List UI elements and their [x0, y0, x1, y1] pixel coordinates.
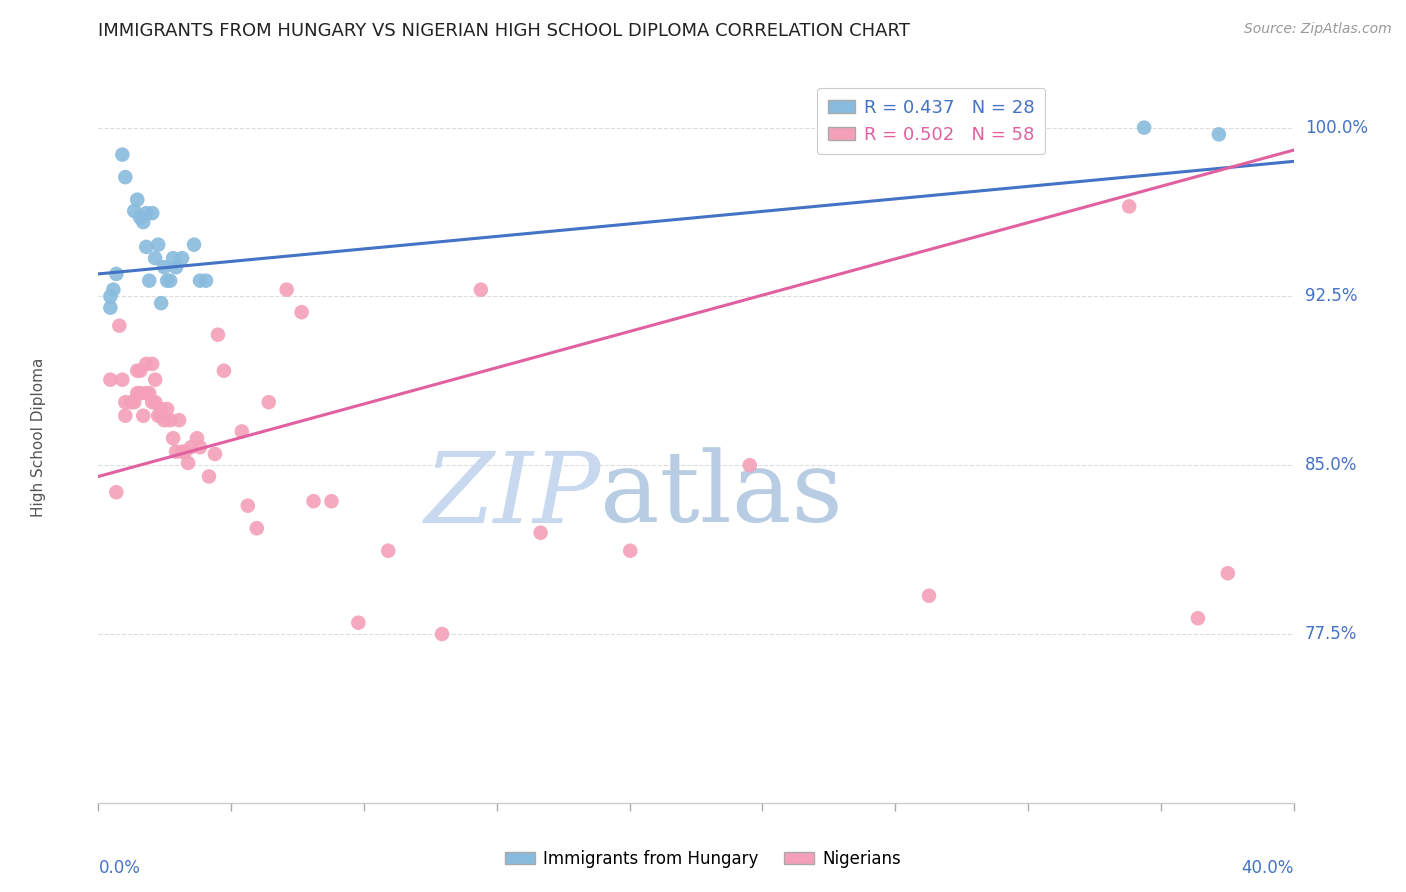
- Point: [207, 327, 229, 342]
- Point: [135, 240, 157, 254]
- Point: [124, 203, 146, 218]
- Point: [156, 274, 179, 288]
- Point: [290, 305, 312, 319]
- Point: [198, 469, 221, 483]
- Text: 77.5%: 77.5%: [1305, 625, 1357, 643]
- Point: [165, 444, 187, 458]
- Point: [156, 401, 179, 416]
- Text: Source: ZipAtlas.com: Source: ZipAtlas.com: [1244, 22, 1392, 37]
- Point: [186, 431, 208, 445]
- Point: [98, 289, 122, 303]
- Point: [129, 386, 152, 401]
- Text: 100.0%: 100.0%: [1305, 119, 1368, 136]
- Point: [377, 543, 399, 558]
- Point: [132, 215, 155, 229]
- Point: [138, 386, 160, 401]
- Point: [188, 274, 211, 288]
- Legend: Immigrants from Hungary, Nigerians: Immigrants from Hungary, Nigerians: [499, 844, 907, 875]
- Text: IMMIGRANTS FROM HUNGARY VS NIGERIAN HIGH SCHOOL DIPLOMA CORRELATION CHART: IMMIGRANTS FROM HUNGARY VS NIGERIAN HIGH…: [98, 22, 910, 40]
- Point: [172, 444, 194, 458]
- Point: [204, 447, 226, 461]
- Point: [347, 615, 370, 630]
- Point: [135, 386, 157, 401]
- Point: [108, 318, 131, 333]
- Point: [276, 283, 298, 297]
- Point: [180, 440, 202, 454]
- Point: [162, 251, 184, 265]
- Point: [231, 425, 253, 439]
- Point: [111, 147, 134, 161]
- Point: [129, 364, 152, 378]
- Point: [141, 395, 163, 409]
- Point: [135, 206, 157, 220]
- Point: [183, 237, 205, 252]
- Point: [1133, 120, 1156, 135]
- Point: [1216, 566, 1239, 581]
- Point: [105, 485, 128, 500]
- Point: [120, 395, 142, 409]
- Point: [529, 525, 551, 540]
- Point: [1208, 128, 1230, 142]
- Point: [172, 251, 194, 265]
- Point: [159, 274, 181, 288]
- Text: ZIP: ZIP: [425, 448, 600, 543]
- Text: atlas: atlas: [600, 448, 844, 543]
- Text: 85.0%: 85.0%: [1305, 456, 1357, 475]
- Point: [114, 395, 136, 409]
- Point: [124, 395, 146, 409]
- Point: [127, 364, 149, 378]
- Point: [148, 409, 170, 423]
- Point: [188, 440, 211, 454]
- Text: 0.0%: 0.0%: [98, 859, 141, 877]
- Point: [148, 237, 170, 252]
- Point: [153, 413, 176, 427]
- Point: [918, 589, 941, 603]
- Point: [143, 395, 166, 409]
- Point: [103, 283, 125, 297]
- Point: [162, 431, 184, 445]
- Point: [138, 274, 160, 288]
- Text: 92.5%: 92.5%: [1305, 287, 1357, 305]
- Point: [135, 357, 157, 371]
- Point: [143, 251, 166, 265]
- Point: [165, 260, 187, 275]
- Text: 40.0%: 40.0%: [1241, 859, 1294, 877]
- Point: [129, 211, 152, 225]
- Point: [619, 543, 641, 558]
- Point: [143, 373, 166, 387]
- Point: [236, 499, 259, 513]
- Point: [246, 521, 269, 535]
- Point: [150, 401, 173, 416]
- Point: [105, 267, 128, 281]
- Point: [257, 395, 280, 409]
- Point: [1187, 611, 1209, 625]
- Point: [132, 409, 155, 423]
- Point: [111, 373, 134, 387]
- Point: [141, 206, 163, 220]
- Point: [153, 260, 176, 275]
- Point: [1118, 199, 1140, 213]
- Point: [159, 413, 181, 427]
- Point: [127, 193, 149, 207]
- Point: [141, 357, 163, 371]
- Point: [114, 170, 136, 185]
- Point: [167, 413, 190, 427]
- Point: [150, 409, 173, 423]
- Point: [127, 386, 149, 401]
- Text: High School Diploma: High School Diploma: [31, 358, 46, 516]
- Point: [302, 494, 325, 508]
- Point: [194, 274, 218, 288]
- Point: [212, 364, 235, 378]
- Point: [150, 296, 173, 310]
- Point: [114, 409, 136, 423]
- Point: [174, 444, 197, 458]
- Legend: R = 0.437   N = 28, R = 0.502   N = 58: R = 0.437 N = 28, R = 0.502 N = 58: [817, 87, 1046, 154]
- Point: [98, 373, 122, 387]
- Point: [177, 456, 200, 470]
- Point: [738, 458, 761, 473]
- Point: [430, 627, 453, 641]
- Point: [98, 301, 122, 315]
- Point: [321, 494, 343, 508]
- Point: [470, 283, 492, 297]
